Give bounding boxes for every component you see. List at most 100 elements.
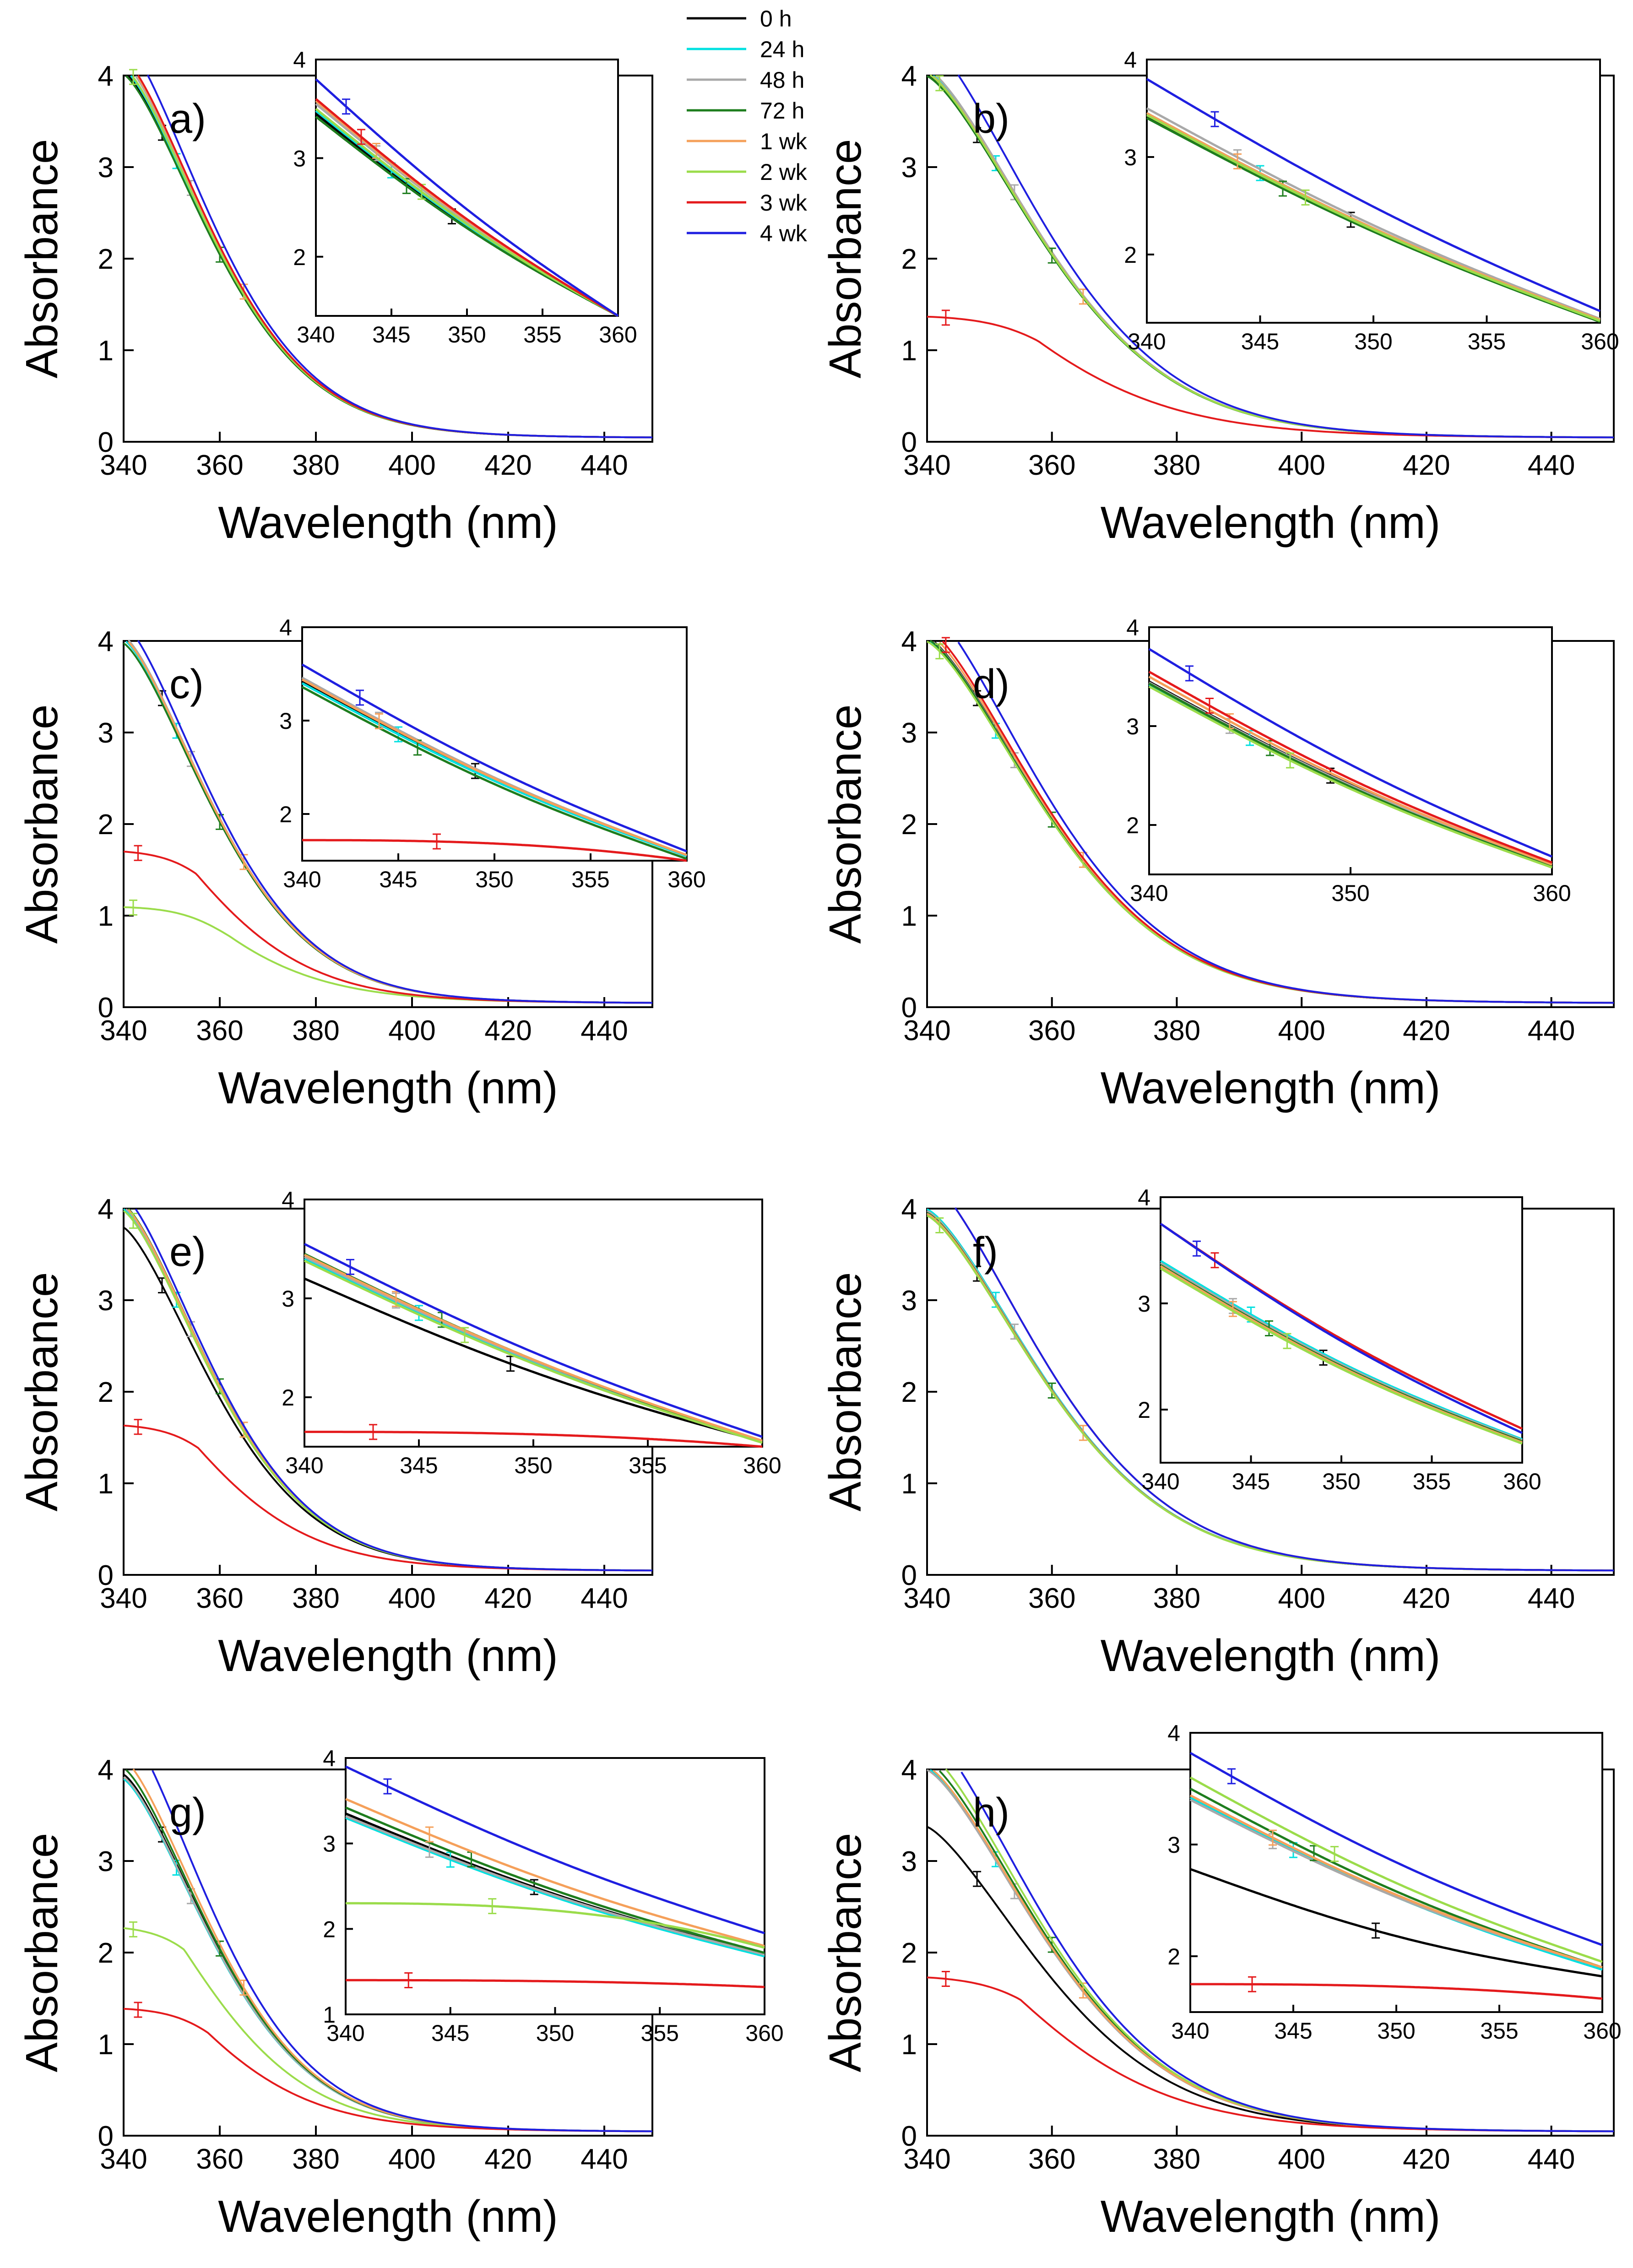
inset-x-tick-label: 345	[400, 1453, 438, 1478]
inset-x-tick-label: 355	[1413, 1469, 1451, 1494]
y-axis-title: Absorbance	[16, 1272, 67, 1511]
inset-series-3-wk	[304, 1431, 763, 1448]
main-error-bar-2-wk	[935, 643, 944, 660]
main-error-bar-3-wk	[134, 1419, 142, 1435]
inset-error-bar-2-wk	[1286, 752, 1294, 769]
panel-label: c)	[169, 662, 204, 707]
main-x-tick-label: 440	[1528, 1015, 1575, 1047]
inset-y-tick-label: 3	[1124, 145, 1137, 170]
panel-label: h)	[973, 1790, 1009, 1836]
main-y-tick-label: 3	[901, 717, 917, 749]
main-y-tick-label: 1	[98, 335, 114, 367]
inset-frame	[345, 1757, 765, 2015]
main-series-4-wk	[957, 74, 1614, 439]
main-y-tick-label: 0	[901, 1560, 917, 1591]
main-y-tick-label: 4	[901, 60, 917, 92]
inset-x-tick-label: 340	[1141, 1469, 1179, 1494]
main-y-tick-label: 2	[98, 1937, 114, 1969]
inset-error-bar-4-wk	[1185, 665, 1194, 682]
main-y-tick-label: 3	[901, 1846, 917, 1877]
inset-x-tick-label: 355	[641, 2020, 679, 2046]
inset-y-tick-label: 4	[323, 1746, 336, 1771]
legend-label: 1 wk	[760, 129, 808, 154]
y-axis-title: Absorbance	[16, 1833, 67, 2072]
main-error-bar-2-wk	[935, 75, 944, 92]
main-y-tick-label: 4	[98, 60, 114, 92]
inset-error-bar-2-wk	[461, 1327, 469, 1343]
inset-y-tick-label: 4	[282, 1187, 294, 1213]
inset-y-tick-label: 2	[1126, 813, 1139, 838]
main-y-tick-label: 3	[98, 717, 114, 749]
inset-error-bar-4-wk	[346, 1259, 354, 1275]
main-error-bar-2-wk	[129, 69, 137, 85]
main-error-bar-3-wk	[134, 2002, 142, 2018]
main-x-tick-label: 400	[1278, 1015, 1325, 1047]
inset-series-4-wk	[315, 78, 619, 317]
inset-y-tick-label: 1	[323, 2002, 336, 2028]
inset-error-bar-2-wk	[1330, 1846, 1339, 1862]
inset-error-bar-1-wk	[1233, 153, 1242, 169]
main-x-tick-label: 380	[292, 450, 339, 481]
main-series-4-wk	[146, 74, 653, 439]
main-y-tick-label: 4	[901, 626, 917, 657]
main-series-4-wk	[137, 640, 653, 1004]
main-x-tick-label: 420	[484, 2143, 532, 2175]
main-error-bar-2-wk	[935, 1217, 944, 1233]
inset-series-1-wk	[1160, 1265, 1523, 1444]
inset-series-1-wk	[304, 1253, 763, 1442]
main-y-tick-label: 4	[901, 1194, 917, 1225]
main-error-bar-2-wk	[129, 1921, 137, 1937]
main-x-tick-label: 420	[1403, 2143, 1450, 2175]
inset-error-bar-3-wk	[1205, 698, 1214, 714]
inset-y-tick-label: 3	[282, 1286, 294, 1312]
main-y-tick-label: 2	[901, 1937, 917, 1969]
inset-y-tick-label: 3	[279, 708, 292, 734]
main-x-tick-label: 340	[903, 2143, 950, 2175]
inset-x-tick-label: 360	[1581, 329, 1619, 354]
inset-y-tick-label: 4	[1138, 1185, 1150, 1210]
panel-h: 340 360 380 400 420 440 0 1 2 3 4 Wavelength (nm) Ab…	[820, 1720, 1622, 2241]
inset-frame	[301, 626, 688, 862]
main-y-tick-label: 2	[901, 1377, 917, 1408]
inset-y-tick-label: 3	[1167, 1832, 1180, 1858]
panel-f: 340 360 380 400 420 440 0 1 2 3 4 Wavelength (nm) Ab…	[820, 1185, 1615, 1681]
inset-series-2-wk	[304, 1259, 763, 1444]
main-y-tick-label: 0	[901, 2121, 917, 2152]
legend-label: 72 h	[760, 98, 804, 124]
x-axis-title: Wavelength (nm)	[218, 1630, 558, 1681]
main-x-tick-label: 400	[1278, 1583, 1325, 1614]
inset-series-4-wk	[301, 663, 687, 852]
inset-x-tick-label: 340	[1171, 2018, 1209, 2044]
main-series-4-wk	[960, 1771, 1614, 2132]
main-x-tick-label: 340	[903, 1015, 950, 1047]
inset-x-tick-label: 340	[297, 322, 335, 347]
inset-x-tick-label: 350	[1354, 329, 1392, 354]
inset-series-72-h	[1148, 682, 1552, 868]
inset-error-bar-3-wk	[369, 1424, 377, 1440]
inset-y-tick-label: 3	[1138, 1291, 1150, 1317]
legend-label: 0 h	[760, 6, 792, 32]
main-series-4-wk	[135, 1208, 653, 1572]
main-x-tick-label: 440	[1528, 2143, 1575, 2175]
main-y-tick-label: 0	[901, 992, 917, 1024]
inset-x-tick-label: 355	[1468, 329, 1506, 354]
x-axis-title: Wavelength (nm)	[1101, 2191, 1441, 2241]
inset-error-bar-4-wk	[356, 689, 364, 706]
main-y-tick-label: 1	[901, 2029, 917, 2061]
main-y-tick-label: 2	[98, 809, 114, 841]
inset-error-bar-2-wk	[488, 1898, 497, 1915]
inset-series-2-wk	[346, 1902, 765, 1949]
main-x-tick-label: 400	[388, 1583, 435, 1614]
inset-series-48-h	[1160, 1262, 1523, 1442]
panel-label: e)	[169, 1229, 206, 1275]
main-y-tick-label: 0	[98, 992, 114, 1024]
main-x-tick-label: 440	[581, 2143, 628, 2175]
legend-label: 2 wk	[760, 159, 808, 185]
inset-frame	[304, 1199, 763, 1448]
x-axis-title: Wavelength (nm)	[218, 1063, 558, 1113]
main-x-tick-label: 380	[292, 2143, 339, 2175]
main-y-tick-label: 1	[901, 335, 917, 367]
inset-frame	[315, 59, 619, 317]
main-x-tick-label: 420	[484, 1583, 532, 1614]
